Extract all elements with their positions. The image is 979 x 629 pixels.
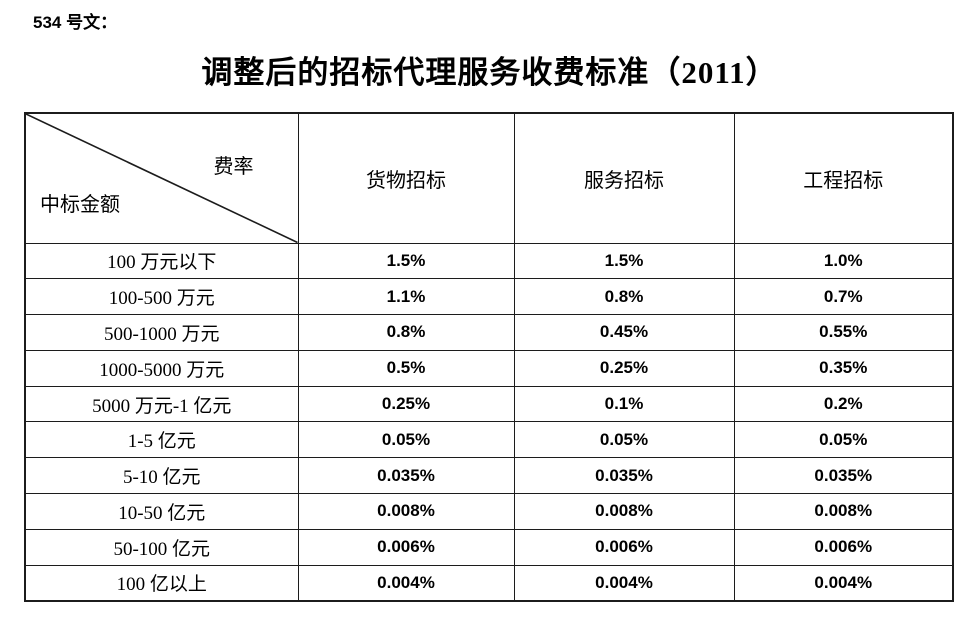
table-row: 5000 万元-1 亿元 0.25% 0.1% 0.2% xyxy=(24,385,954,423)
rate-cell: 0.006% xyxy=(733,528,954,566)
rate-cell: 0.8% xyxy=(297,314,515,351)
row-label: 5000 万元-1 亿元 xyxy=(24,385,299,423)
corner-header-cell: 费率 中标金额 xyxy=(24,112,299,244)
rate-cell: 0.008% xyxy=(297,493,515,530)
rate-cell: 0.004% xyxy=(513,564,735,602)
row-label: 100 亿以上 xyxy=(24,564,299,602)
table-row: 50-100 亿元 0.006% 0.006% 0.006% xyxy=(24,528,954,566)
row-label: 1000-5000 万元 xyxy=(24,349,299,387)
row-label: 100 万元以下 xyxy=(24,242,299,280)
corner-label-amount: 中标金额 xyxy=(40,194,120,216)
rate-cell: 0.035% xyxy=(297,457,515,495)
table-row: 10-50 亿元 0.008% 0.008% 0.008% xyxy=(24,493,954,530)
row-label: 100-500 万元 xyxy=(24,278,299,316)
rate-cell: 0.25% xyxy=(513,349,735,387)
rate-cell: 0.004% xyxy=(297,564,515,602)
page-title: 调整后的招标代理服务收费标准（2011） xyxy=(201,55,778,90)
rate-cell: 0.5% xyxy=(297,349,515,387)
table-row: 100 万元以下 1.5% 1.5% 1.0% xyxy=(24,242,954,280)
row-label: 5-10 亿元 xyxy=(24,457,299,495)
rate-cell: 0.006% xyxy=(513,528,735,566)
row-label: 500-1000 万元 xyxy=(24,314,299,351)
rate-cell: 0.006% xyxy=(297,528,515,566)
table-row: 500-1000 万元 0.8% 0.45% 0.55% xyxy=(24,314,954,351)
col-header-engineering: 工程招标 xyxy=(733,112,954,244)
rate-cell: 0.2% xyxy=(733,385,954,423)
fee-rate-table: 费率 中标金额 货物招标 服务招标 工程招标 100 万元以下 1.5% 1.5… xyxy=(24,112,954,602)
diagonal-divider-line xyxy=(26,114,298,243)
table-row: 1000-5000 万元 0.5% 0.25% 0.35% xyxy=(24,349,954,387)
rate-cell: 1.0% xyxy=(733,242,954,280)
col-header-service: 服务招标 xyxy=(513,112,735,244)
rate-cell: 0.05% xyxy=(733,421,954,459)
doc-number-label: 534 号文： xyxy=(33,13,118,32)
table-row: 5-10 亿元 0.035% 0.035% 0.035% xyxy=(24,457,954,495)
table-row: 100 亿以上 0.004% 0.004% 0.004% xyxy=(24,564,954,602)
rate-cell: 0.05% xyxy=(513,421,735,459)
rate-cell: 0.05% xyxy=(297,421,515,459)
rate-cell: 0.1% xyxy=(513,385,735,423)
rate-cell: 0.35% xyxy=(733,349,954,387)
row-label: 1-5 亿元 xyxy=(24,421,299,459)
col-header-goods: 货物招标 xyxy=(297,112,515,244)
rate-cell: 0.7% xyxy=(733,278,954,316)
table-header-row: 费率 中标金额 货物招标 服务招标 工程招标 xyxy=(24,112,954,244)
rate-cell: 0.008% xyxy=(733,493,954,530)
rate-cell: 1.5% xyxy=(297,242,515,280)
table-row: 1-5 亿元 0.05% 0.05% 0.05% xyxy=(24,421,954,459)
rate-cell: 0.45% xyxy=(513,314,735,351)
rate-cell: 0.55% xyxy=(733,314,954,351)
rate-cell: 0.004% xyxy=(733,564,954,602)
table-row: 100-500 万元 1.1% 0.8% 0.7% xyxy=(24,278,954,316)
rate-cell: 1.1% xyxy=(297,278,515,316)
rate-cell: 0.035% xyxy=(513,457,735,495)
rate-cell: 1.5% xyxy=(513,242,735,280)
row-label: 10-50 亿元 xyxy=(24,493,299,530)
rate-cell: 0.008% xyxy=(513,493,735,530)
row-label: 50-100 亿元 xyxy=(24,528,299,566)
rate-cell: 0.25% xyxy=(297,385,515,423)
rate-cell: 0.8% xyxy=(513,278,735,316)
corner-label-rate: 费率 xyxy=(213,156,254,178)
rate-cell: 0.035% xyxy=(733,457,954,495)
